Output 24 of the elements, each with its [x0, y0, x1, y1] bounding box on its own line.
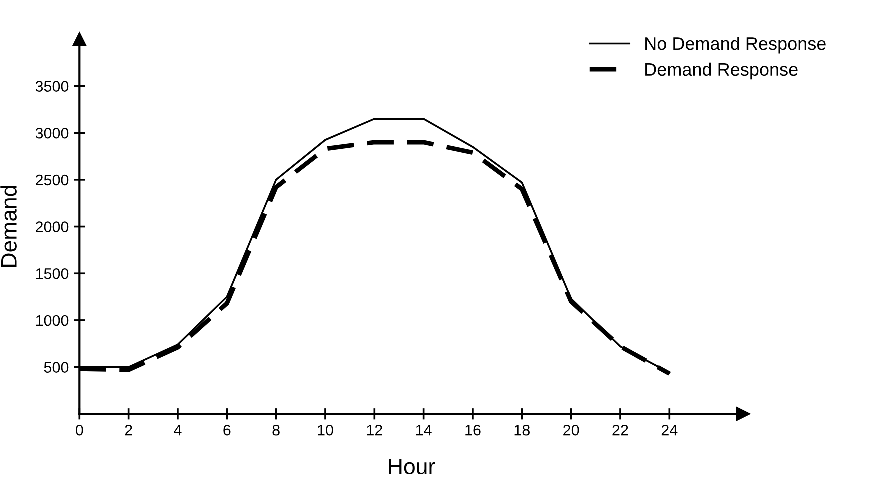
x-tick-label: 0 — [76, 424, 84, 436]
y-tick-label: 2500 — [36, 174, 69, 186]
x-tick-label: 16 — [466, 424, 481, 436]
x-tick-label: 12 — [367, 424, 382, 436]
legend-label: Demand Response — [646, 62, 798, 80]
legend-label: No Demand Response — [646, 36, 826, 54]
y-tick-label: 2000 — [36, 222, 69, 232]
x-tick-label: 8 — [272, 424, 280, 436]
x-tick-label: 6 — [224, 424, 231, 436]
x-tick-label: 4 — [174, 425, 182, 436]
x-tick-label: 14 — [416, 425, 432, 436]
x-tick-label: 22 — [612, 424, 628, 436]
y-tick-label: 3500 — [36, 81, 69, 92]
y-tick-label: 500 — [44, 362, 69, 373]
y-tick-label: 1000 — [36, 315, 69, 326]
x-tick-label: 18 — [514, 424, 530, 436]
x-tick-label: 20 — [564, 424, 580, 436]
y-tick-label: 1500 — [36, 268, 69, 280]
x-axis-title: Hour — [389, 459, 436, 475]
x-tick-label: 2 — [125, 424, 132, 436]
x-tick-label: 24 — [662, 424, 678, 436]
x-tick-label: 10 — [318, 424, 334, 436]
y-axis-title: Demand — [0, 186, 17, 267]
y-tick-label: 3000 — [36, 128, 69, 139]
